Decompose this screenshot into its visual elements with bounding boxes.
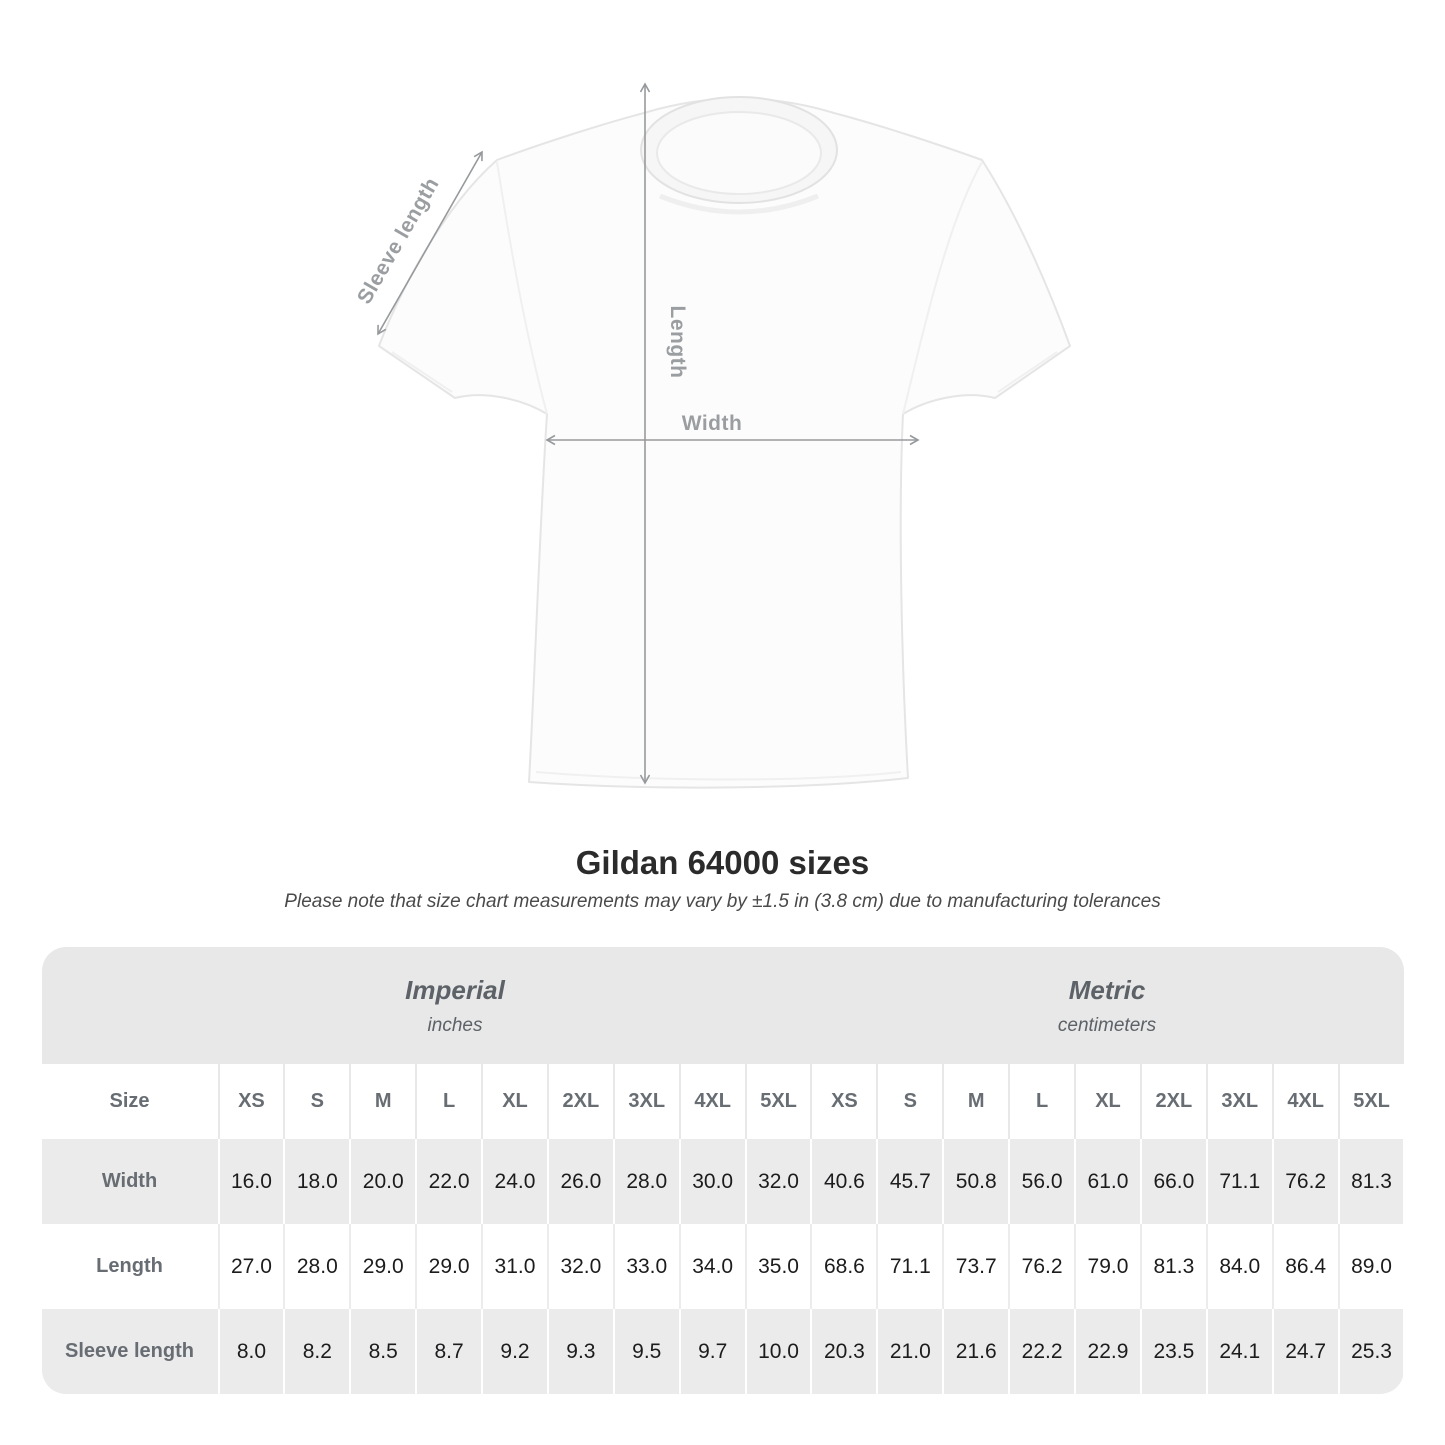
size-header-imperial: XS	[217, 1064, 284, 1139]
value-cell-imperial: 22.0	[415, 1139, 482, 1224]
value-cell-imperial: 28.0	[612, 1139, 679, 1224]
unit-group-metric: Metric centimeters	[810, 947, 1404, 1064]
length-label: Length	[666, 306, 689, 379]
value-cell-metric: 68.6	[810, 1224, 877, 1309]
value-cell-imperial: 30.0	[678, 1139, 745, 1224]
value-cell-metric: 79.0	[1074, 1224, 1140, 1309]
size-header-metric: M	[942, 1064, 1009, 1139]
value-cell-imperial: 18.0	[283, 1139, 350, 1224]
size-header-imperial: 3XL	[612, 1064, 679, 1139]
value-cell-imperial: 16.0	[217, 1139, 284, 1224]
value-cell-metric: 89.0	[1337, 1224, 1404, 1309]
value-cell-metric: 25.3	[1337, 1309, 1404, 1394]
value-cell-imperial: 35.0	[744, 1224, 811, 1309]
value-cell-imperial: 27.0	[217, 1224, 284, 1309]
value-cell-imperial: 28.0	[283, 1224, 350, 1309]
size-header-metric: S	[876, 1064, 943, 1139]
size-header-metric: L	[1008, 1064, 1075, 1139]
size-header-imperial: 5XL	[744, 1064, 811, 1139]
size-chart-table: Imperial inches Metric centimeters Size X…	[41, 947, 1404, 1394]
row-label: Length	[41, 1224, 218, 1309]
unit-group-imperial: Imperial inches	[41, 947, 811, 1064]
value-cell-metric: 76.2	[1008, 1224, 1075, 1309]
value-cell-metric: 84.0	[1205, 1224, 1272, 1309]
value-cell-imperial: 8.7	[415, 1309, 482, 1394]
value-cell-metric: 76.2	[1271, 1139, 1338, 1224]
unit-group-unit: centimeters	[1057, 1014, 1157, 1036]
tshirt-diagram-svg: Sleeve length Length Width	[353, 82, 1071, 789]
size-header-imperial: M	[349, 1064, 416, 1139]
size-header-metric: XS	[810, 1064, 877, 1139]
unit-group-unit: inches	[427, 1014, 483, 1036]
value-cell-imperial: 8.2	[283, 1309, 350, 1394]
page-title: Gildan 64000 sizes	[575, 844, 870, 881]
value-cell-imperial: 24.0	[481, 1139, 547, 1224]
tshirt-collar	[640, 96, 838, 215]
value-cell-imperial: 20.0	[349, 1139, 416, 1224]
value-cell-metric: 21.0	[876, 1309, 943, 1394]
value-cell-metric: 56.0	[1008, 1139, 1075, 1224]
value-cell-imperial: 9.5	[612, 1309, 679, 1394]
value-cell-imperial: 9.2	[481, 1309, 547, 1394]
width-label: Width	[682, 412, 743, 435]
row-label: Width	[41, 1139, 218, 1224]
tshirt-image	[378, 96, 1071, 789]
value-cell-imperial: 31.0	[481, 1224, 547, 1309]
value-cell-metric: 73.7	[942, 1224, 1009, 1309]
value-cell-metric: 24.7	[1271, 1309, 1338, 1394]
value-cell-imperial: 32.0	[744, 1139, 811, 1224]
size-header-metric: 5XL	[1337, 1064, 1404, 1139]
value-cell-imperial: 9.7	[678, 1309, 745, 1394]
value-cell-imperial: 8.0	[217, 1309, 284, 1394]
tshirt-diagram: Sleeve length Length Width	[353, 82, 1071, 789]
value-cell-metric: 22.2	[1008, 1309, 1075, 1394]
value-cell-metric: 21.6	[942, 1309, 1009, 1394]
value-cell-imperial: 34.0	[678, 1224, 745, 1309]
size-header-metric: XL	[1074, 1064, 1140, 1139]
value-cell-imperial: 26.0	[546, 1139, 613, 1224]
unit-group-band: Imperial inches Metric centimeters	[41, 947, 1404, 1064]
size-header-metric: 4XL	[1271, 1064, 1338, 1139]
value-cell-metric: 66.0	[1139, 1139, 1206, 1224]
size-header-metric: 2XL	[1139, 1064, 1206, 1139]
sleeve-length-arrow	[377, 150, 483, 336]
value-cell-metric: 71.1	[876, 1224, 943, 1309]
unit-group-name: Imperial	[405, 974, 505, 1005]
value-cell-imperial: 29.0	[349, 1224, 416, 1309]
value-cell-metric: 71.1	[1205, 1139, 1272, 1224]
value-cell-metric: 81.3	[1139, 1224, 1206, 1309]
value-cell-imperial: 8.5	[349, 1309, 416, 1394]
value-cell-metric: 50.8	[942, 1139, 1009, 1224]
size-header-imperial: 2XL	[546, 1064, 613, 1139]
row-label: Sleeve length	[41, 1309, 218, 1394]
size-header-imperial: L	[415, 1064, 482, 1139]
size-header-imperial: S	[283, 1064, 350, 1139]
value-cell-metric: 81.3	[1337, 1139, 1404, 1224]
value-cell-imperial: 29.0	[415, 1224, 482, 1309]
value-cell-metric: 40.6	[810, 1139, 877, 1224]
value-cell-imperial: 33.0	[612, 1224, 679, 1309]
size-table-grid: Size XS S M L XL 2XL 3XL 4XL 5XL XS S M L XL 2XL 3XL 4XL 5…	[41, 1064, 1404, 1394]
page-subtitle: Please note that size chart measurements…	[284, 891, 1161, 912]
size-header-imperial: XL	[481, 1064, 547, 1139]
value-cell-imperial: 32.0	[546, 1224, 613, 1309]
value-cell-metric: 22.9	[1074, 1309, 1140, 1394]
size-column-header: Size	[41, 1064, 218, 1139]
value-cell-metric: 86.4	[1271, 1224, 1338, 1309]
value-cell-metric: 24.1	[1205, 1309, 1272, 1394]
value-cell-metric: 23.5	[1139, 1309, 1206, 1394]
unit-group-name: Metric	[1068, 974, 1146, 1005]
value-cell-imperial: 9.3	[546, 1309, 613, 1394]
size-header-metric: 3XL	[1205, 1064, 1272, 1139]
size-header-imperial: 4XL	[678, 1064, 745, 1139]
value-cell-metric: 20.3	[810, 1309, 877, 1394]
value-cell-imperial: 10.0	[744, 1309, 811, 1394]
value-cell-metric: 61.0	[1074, 1139, 1140, 1224]
value-cell-metric: 45.7	[876, 1139, 943, 1224]
